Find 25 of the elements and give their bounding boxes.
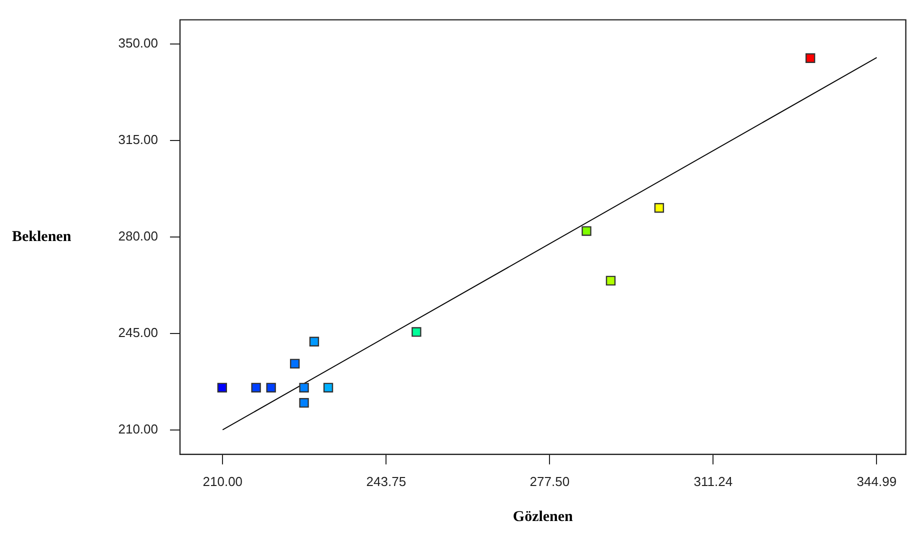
- point: [290, 358, 300, 369]
- x-tick-label: 344.99: [856, 474, 897, 489]
- x-tick-label: 277.50: [530, 474, 570, 489]
- y-tick-label: 315.00: [118, 132, 158, 147]
- y-tick-label: 210.00: [118, 421, 158, 436]
- point: [806, 53, 816, 63]
- point: [309, 336, 320, 346]
- point: [323, 382, 334, 393]
- y-tick-label: 245.00: [118, 324, 158, 340]
- point: [266, 382, 276, 393]
- x-tick-label: 243.75: [366, 474, 406, 489]
- point: [299, 382, 309, 393]
- y-tick-label: 280.00: [118, 228, 158, 244]
- x-tick-label: 311.24: [694, 474, 733, 489]
- point: [654, 203, 664, 213]
- point: [217, 382, 227, 393]
- y-tick-label: 350.00: [118, 35, 158, 50]
- x-axis-title: Gözlenen: [512, 508, 574, 525]
- point: [251, 382, 261, 393]
- x-tick-label: 210.00: [202, 474, 243, 489]
- point: [412, 327, 422, 337]
- y-axis-title: Beklenen: [12, 228, 72, 245]
- point: [606, 276, 616, 286]
- point: [299, 398, 309, 408]
- point: [582, 226, 592, 236]
